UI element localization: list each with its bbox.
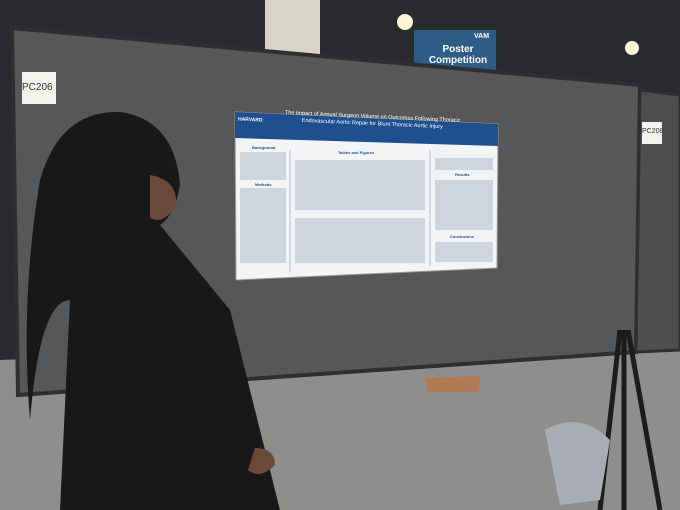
section-header: Conclusions <box>450 234 475 239</box>
hand <box>248 448 275 474</box>
booth-label: PC206 <box>22 82 53 93</box>
shoes <box>425 376 480 392</box>
section-header: Results <box>455 172 470 177</box>
bag <box>545 422 610 505</box>
section-header: Background <box>252 145 276 150</box>
poster-logo: HARVARD <box>237 116 263 124</box>
section-header: Methods <box>255 182 272 187</box>
banner-brand: VAM <box>474 33 490 40</box>
pillar <box>265 0 320 55</box>
banner-title: Poster Competition <box>428 44 488 66</box>
light <box>397 14 413 30</box>
poster-board <box>634 88 680 354</box>
booth-sign <box>22 72 56 104</box>
booth-sign <box>642 122 662 144</box>
light <box>625 41 639 55</box>
booth-label: PC208 <box>642 128 664 135</box>
poster-body-text <box>240 152 493 263</box>
face <box>150 175 177 220</box>
poster-header <box>235 112 498 146</box>
person <box>26 111 280 510</box>
section-header: Tables and Figures <box>338 150 375 155</box>
